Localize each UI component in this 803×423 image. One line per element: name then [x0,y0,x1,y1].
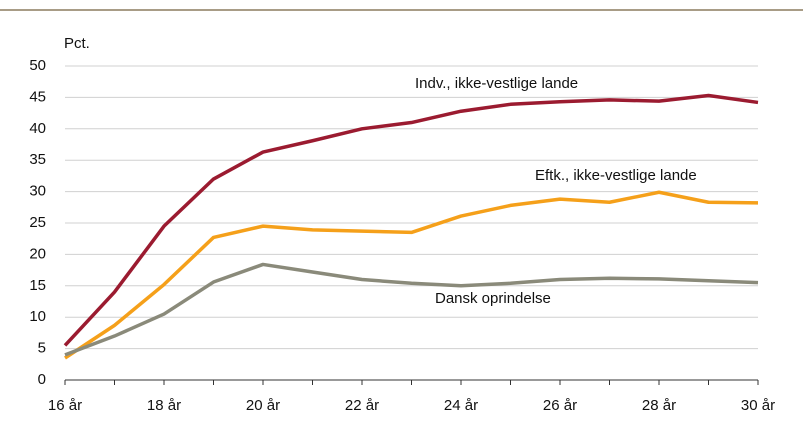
y-tick-label: 10 [29,308,46,325]
y-tick-label: 0 [38,371,46,388]
y-tick-label: 15 [29,277,46,294]
y-tick-label: 25 [29,214,46,231]
y-tick-label: 30 [29,183,46,200]
y-tick-label: 50 [29,57,46,74]
y-tick-label: 5 [38,340,46,357]
y-tick-label: 40 [29,120,46,137]
series-label: Eftk., ikke-vestlige lande [535,167,697,184]
x-tick-label: 30 år [741,397,775,414]
x-tick-label: 28 år [642,397,676,414]
series-line [64,190,759,360]
x-tick-label: 20 år [246,397,280,414]
y-tick-label: 35 [29,151,46,168]
x-tick-label: 24 år [444,397,478,414]
x-tick-label: 26 år [543,397,577,414]
x-tick-label: 22 år [345,397,379,414]
y-tick-label: 20 [29,245,46,262]
series-label: Dansk oprindelse [435,290,551,307]
x-tick-label: 16 år [48,397,82,414]
series-line [64,262,759,357]
y-axis-label: Pct. [64,35,90,52]
series-line [63,93,759,347]
series-label: Indv., ikke-vestlige lande [415,75,578,92]
y-tick-label: 45 [29,88,46,105]
x-tick-label: 18 år [147,397,181,414]
